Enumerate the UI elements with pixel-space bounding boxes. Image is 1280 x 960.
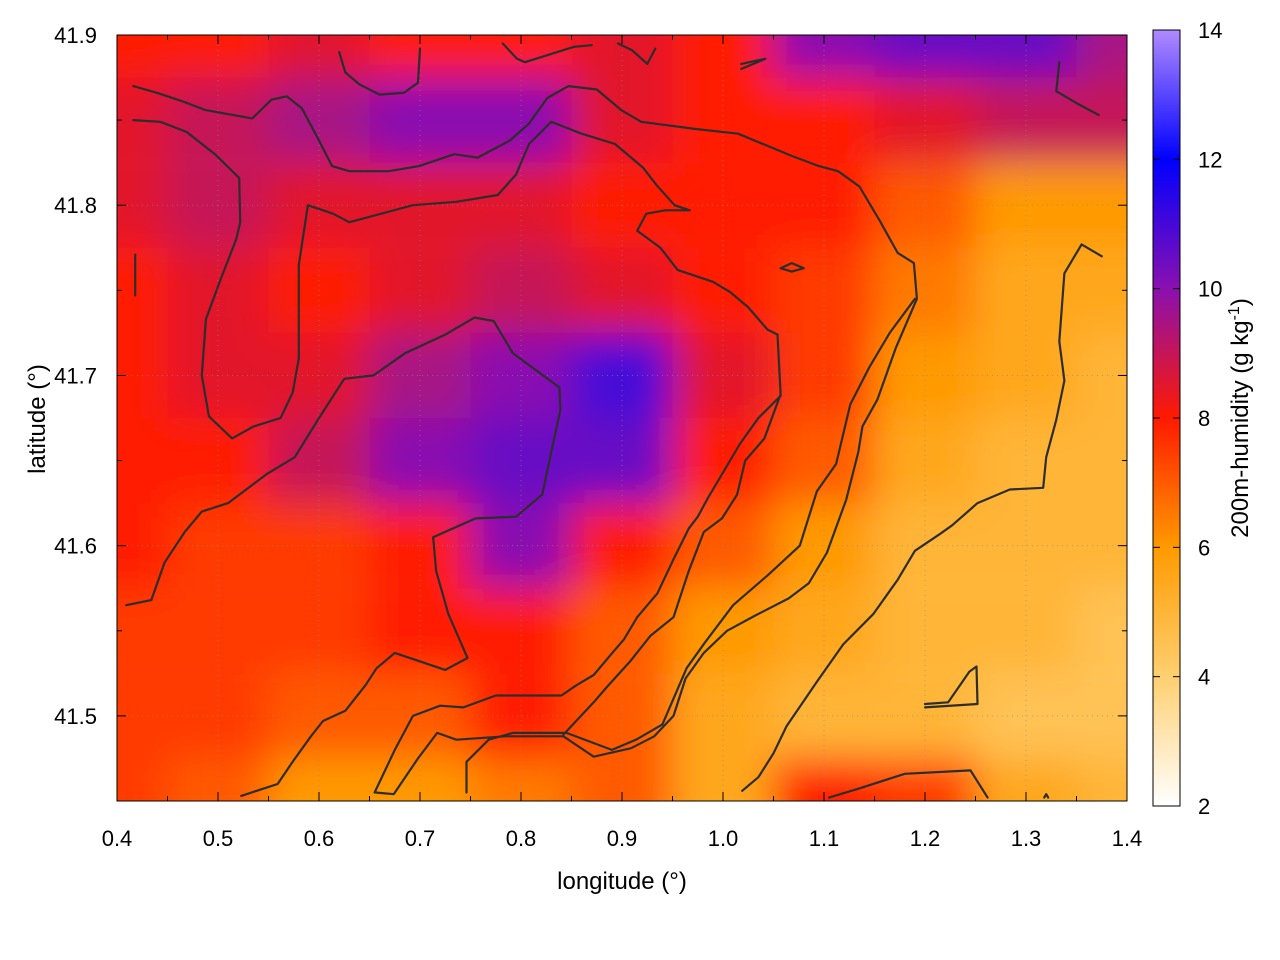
x-tick-label: 1.4 bbox=[1112, 826, 1143, 851]
x-tick-label: 0.4 bbox=[102, 826, 133, 851]
heat-cell bbox=[1076, 77, 1127, 163]
heat-cell bbox=[1076, 418, 1127, 504]
contour-line bbox=[373, 394, 782, 794]
colorbar-title: 200m-humidity (g kg-1) bbox=[1226, 298, 1254, 538]
x-tick-label: 0.6 bbox=[304, 826, 335, 851]
heat-cell bbox=[1076, 247, 1127, 333]
x-tick-label: 0.5 bbox=[203, 826, 234, 851]
colorbar-title-close: ) bbox=[1227, 298, 1254, 306]
heat-cell bbox=[117, 247, 168, 333]
heat-cell bbox=[1076, 588, 1127, 674]
colorbar-ticks: 2 4 6 8 10 12 14 bbox=[1153, 18, 1222, 819]
y-tick-label: 41.7 bbox=[54, 363, 97, 388]
contour-line bbox=[132, 118, 782, 736]
plot-grid bbox=[117, 35, 1127, 801]
contour-line bbox=[465, 297, 917, 794]
contour-line bbox=[923, 665, 979, 709]
x-tick-label: 1.3 bbox=[1011, 826, 1042, 851]
contour-line bbox=[124, 316, 562, 798]
humidity-heatmap bbox=[117, 35, 1127, 801]
x-axis-title: longitude (°) bbox=[557, 868, 687, 895]
x-axis: 0.4 0.5 0.6 0.7 0.8 0.9 1.0 1.1 1.2 1.3 1.4 bbox=[102, 35, 1143, 851]
heat-cell bbox=[117, 418, 168, 504]
x-tick-label: 0.9 bbox=[607, 826, 638, 851]
colorbar-title-superscript: -1 bbox=[1226, 306, 1243, 320]
colorbar-tick-label: 14 bbox=[1198, 18, 1222, 43]
colorbar-tick-label: 6 bbox=[1198, 535, 1210, 560]
y-tick-label: 41.5 bbox=[54, 704, 97, 729]
colorbar-tick-label: 4 bbox=[1198, 665, 1210, 690]
heat-cell bbox=[1076, 758, 1127, 801]
contour-line bbox=[1055, 61, 1100, 117]
contour-line bbox=[779, 262, 805, 273]
x-tick-label: 0.8 bbox=[506, 826, 537, 851]
colorbar-tick-label: 8 bbox=[1198, 406, 1210, 431]
y-tick-label: 41.9 bbox=[54, 23, 97, 48]
colorbar-tick-label: 2 bbox=[1198, 794, 1210, 819]
y-tick-label: 41.6 bbox=[54, 534, 97, 559]
contour-line bbox=[616, 42, 657, 66]
contour-line bbox=[1043, 793, 1050, 799]
y-axis-title: latitude (°) bbox=[24, 364, 51, 474]
contour-line bbox=[132, 84, 919, 796]
colorbar-tick-label: 10 bbox=[1198, 277, 1222, 302]
colorbar-tick-label: 12 bbox=[1198, 147, 1222, 172]
y-tick-label: 41.8 bbox=[54, 193, 97, 218]
humidity-contours bbox=[124, 42, 1103, 799]
colorbar: 2 4 6 8 10 12 14 200m-humidity (g kg-1) bbox=[1152, 18, 1254, 819]
contour-line bbox=[338, 47, 422, 96]
x-tick-label: 0.7 bbox=[405, 826, 436, 851]
heat-cell bbox=[1076, 35, 1127, 78]
x-tick-label: 1.1 bbox=[809, 826, 840, 851]
x-tick-label: 1.2 bbox=[910, 826, 941, 851]
contour-line bbox=[741, 243, 1103, 792]
contour-line bbox=[501, 42, 593, 64]
contour-line bbox=[740, 57, 767, 71]
contour-line bbox=[827, 769, 989, 799]
x-tick-label: 1.0 bbox=[708, 826, 739, 851]
heat-cell bbox=[117, 758, 168, 801]
heat-cell bbox=[117, 35, 168, 78]
y-axis: 41.5 41.6 41.7 41.8 41.9 bbox=[54, 23, 1127, 802]
colorbar-title-main: 200m-humidity (g kg bbox=[1227, 320, 1254, 537]
